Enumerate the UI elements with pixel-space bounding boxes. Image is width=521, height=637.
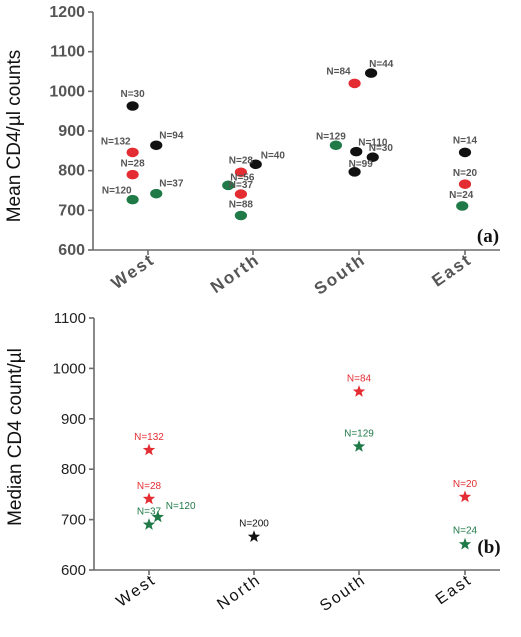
x-category-label-north: North: [214, 571, 264, 613]
x-category-label-west: West: [108, 250, 158, 293]
data-label: N=99: [349, 159, 374, 170]
data-label: N=28: [121, 159, 146, 170]
data-label: N=28: [229, 155, 254, 166]
x-category-label-east: East: [433, 571, 476, 608]
data-label: N=30: [369, 143, 394, 154]
data-label: N=88: [229, 199, 254, 210]
data-label: N=132: [101, 136, 131, 147]
x-category-label-west: West: [113, 571, 159, 610]
data-label: N=37: [137, 507, 162, 518]
y-tick-label: 800: [58, 163, 85, 180]
data-label: N=110: [358, 138, 388, 149]
data-label: N=20: [453, 168, 478, 179]
data-point-star-green: [142, 518, 156, 530]
data-point-star-green: [352, 440, 366, 452]
data-point-red: [233, 188, 248, 200]
y-tick-label: 800: [61, 461, 86, 478]
x-category-label-south: South: [317, 571, 369, 615]
data-point-red: [347, 77, 362, 90]
data-label: N=94: [159, 130, 184, 141]
panel-b-label: (b): [477, 537, 500, 558]
data-label: N=132: [134, 432, 164, 443]
data-point-star-red: [142, 443, 156, 456]
y-tick-label: 1000: [49, 83, 85, 100]
data-point-red: [125, 169, 140, 181]
data-point-star-green: [151, 510, 164, 523]
panel-b-y-axis-label: Median CD4 count/µl: [5, 348, 26, 526]
y-tick-label: 1000: [53, 360, 86, 377]
data-point-black: [149, 139, 164, 151]
data-point-red: [125, 146, 140, 159]
data-label: N=120: [102, 186, 132, 197]
data-point-black: [248, 158, 263, 170]
data-point-star-red: [142, 492, 156, 505]
data-point-star-black: [247, 530, 261, 542]
data-point-green: [455, 200, 470, 212]
data-label: N=20: [453, 479, 478, 490]
data-label: N=56: [230, 172, 255, 183]
data-label: N=14: [453, 135, 478, 146]
y-tick-label: 700: [58, 202, 85, 219]
y-tick-label: 900: [58, 123, 85, 140]
panel-b-median-cd4: Median CD4 count/µl (b) 600 700 800 900 1000…: [5, 310, 501, 615]
data-point-green: [233, 209, 248, 222]
data-point-black: [125, 100, 140, 112]
x-category-label-south: South: [311, 250, 370, 299]
data-label: N=84: [347, 374, 372, 385]
y-tick-label: 700: [61, 512, 86, 529]
data-label: N=24: [453, 525, 478, 536]
data-point-star-green: [458, 537, 472, 550]
data-point-black: [458, 146, 472, 159]
panel-a-label: (a): [477, 226, 499, 247]
data-label: N=37: [229, 180, 254, 191]
data-point-star-red: [352, 385, 366, 397]
x-category-label-east: East: [428, 250, 475, 291]
data-point-green: [149, 188, 164, 200]
data-point-red: [233, 166, 248, 178]
data-point-black: [349, 146, 364, 158]
data-point-black: [347, 166, 362, 178]
data-label: N=37: [159, 179, 184, 190]
data-point-black: [365, 151, 380, 163]
y-tick-label: 600: [58, 242, 85, 259]
y-tick-label: 1100: [54, 310, 86, 327]
panel-a-y-axis-label: Mean CD4/µl counts: [4, 50, 25, 223]
y-tick-label: 900: [61, 411, 86, 428]
data-label: N=30: [121, 89, 146, 100]
y-tick-label: 1200: [49, 4, 85, 21]
x-category-label-north: North: [207, 250, 263, 297]
panel-a-mean-cd4: Mean CD4/µl counts (a) 600 700 800 900 1000 1…: [4, 4, 500, 299]
data-point-green: [328, 139, 343, 151]
data-point-red: [458, 178, 472, 190]
data-point-green: [125, 194, 140, 206]
y-tick-label: 600: [61, 562, 86, 579]
data-label: N=84: [326, 66, 351, 77]
data-point-green: [221, 179, 236, 191]
data-label: N=120: [166, 501, 196, 512]
data-label: N=129: [344, 429, 374, 440]
data-point-star-red: [458, 490, 472, 503]
y-tick-label: 1100: [50, 44, 85, 61]
data-label: N=40: [261, 150, 286, 161]
data-label: N=129: [316, 131, 346, 142]
data-label: N=24: [449, 190, 474, 201]
data-point-black: [364, 67, 379, 79]
data-label: N=28: [137, 481, 162, 492]
data-label: N=200: [239, 519, 269, 530]
data-label: N=44: [369, 59, 394, 70]
